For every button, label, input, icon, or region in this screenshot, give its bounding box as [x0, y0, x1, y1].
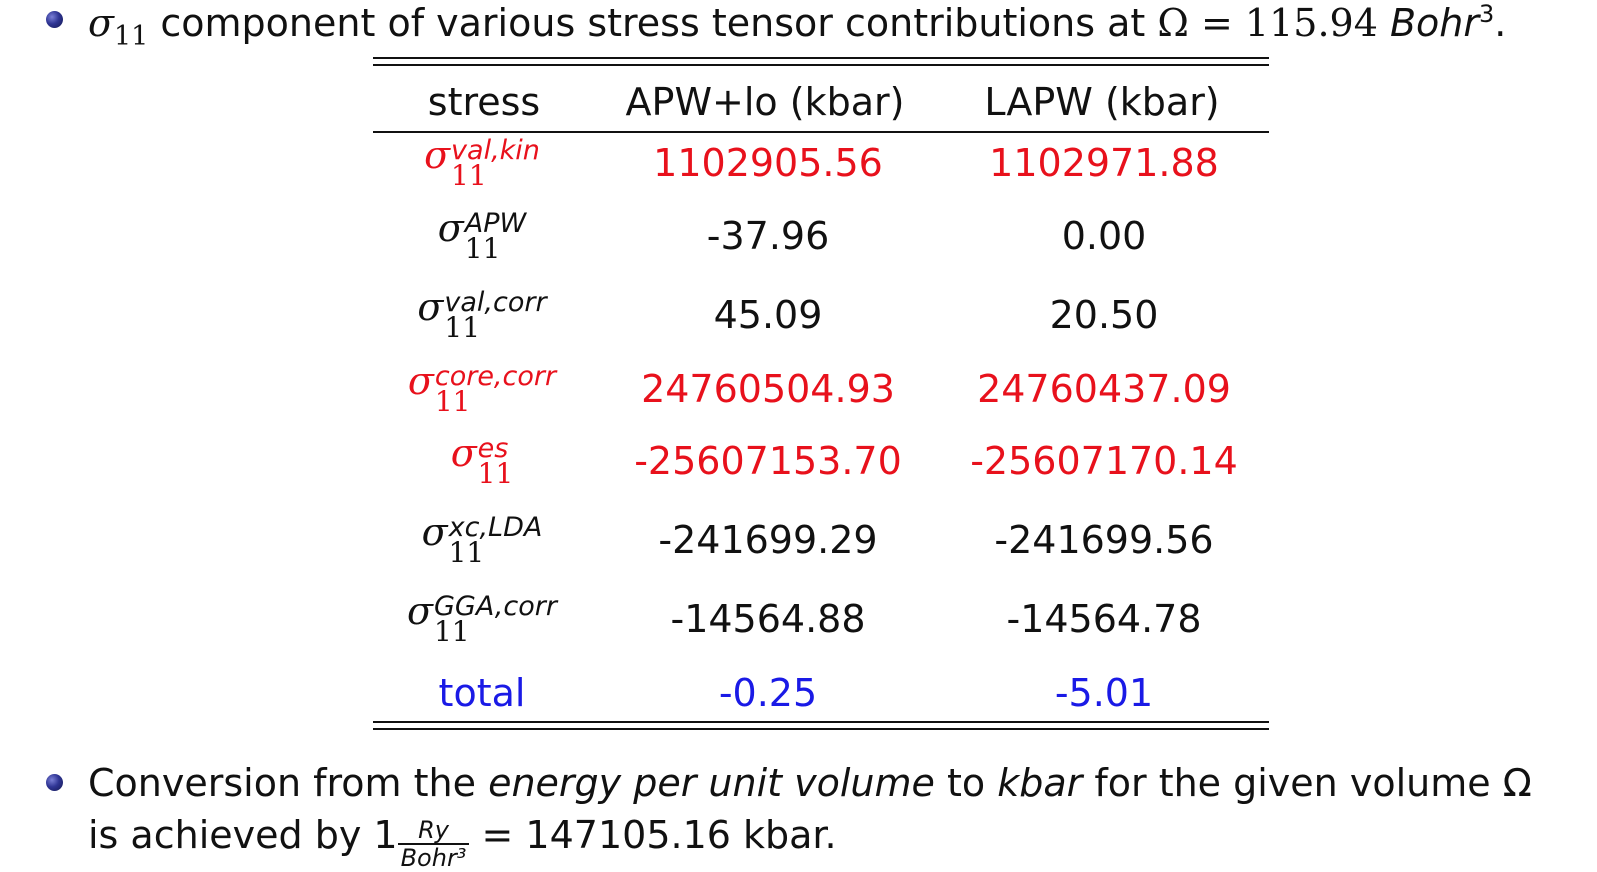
value-lapw: 1102971.88 [989, 141, 1219, 185]
sigma-indices: core,corr 11 [435, 363, 556, 416]
sigma-symbol: σ [417, 285, 444, 329]
sigma-symbol: σ [88, 1, 114, 45]
stress-symbol: σ xc,LDA 11 [422, 510, 543, 567]
intro-text: component of various stress tensor contr… [148, 1, 1158, 45]
sigma-symbol: σ [424, 133, 451, 177]
conversion-text-3: to [934, 761, 998, 805]
table-header-row: stress APW+lo (kbar) LAPW (kbar) [373, 70, 1269, 134]
conversion-text-5: for the given volume Ω [1082, 761, 1532, 805]
value-apw: 24760504.93 [641, 367, 895, 411]
table-bottom-rule-1 [373, 721, 1269, 723]
sigma-indices: xc,LDA 11 [449, 514, 543, 567]
header-apw-lo: APW+lo (kbar) [625, 80, 905, 124]
stress-subscript: 11 [464, 232, 501, 265]
stress-symbol: σ GGA,corr 11 [407, 589, 557, 646]
sigma-symbol: σ [450, 431, 477, 475]
value-lapw: 20.50 [1049, 293, 1159, 337]
sigma-indices: val,kin 11 [451, 137, 540, 190]
value-lapw: -14564.78 [1006, 597, 1202, 641]
volume-unit-exponent: 3 [1479, 0, 1495, 28]
total-lapw: -5.01 [1054, 671, 1154, 715]
value-apw: -14564.88 [670, 597, 866, 641]
stress-superscript: val,kin [451, 135, 540, 166]
omega-value: Ω = 115.94 [1157, 1, 1390, 45]
conversion-line-1: Conversion from the energy per unit volu… [88, 764, 1532, 802]
conversion-text-1: Conversion from the [88, 761, 489, 805]
value-apw: -25607153.70 [634, 439, 902, 483]
sigma-symbol: σ [407, 589, 433, 633]
sigma-symbol: σ [421, 510, 448, 554]
stress-subscript: 11 [433, 615, 470, 648]
stress-superscript: xc,LDA [448, 512, 543, 543]
stress-subscript: 11 [451, 159, 487, 192]
conversion-kbar: kbar [997, 761, 1083, 805]
sigma-symbol: σ [437, 206, 464, 250]
bullet-2-marker [46, 774, 63, 791]
intro-line: σ11 component of various stress tensor c… [88, 2, 1506, 50]
sigma-indices: val,corr 11 [444, 289, 546, 342]
value-lapw: 24760437.09 [977, 367, 1231, 411]
bullet-1-marker [46, 11, 63, 28]
stress-subscript: 11 [444, 311, 481, 344]
stress-superscript: es [477, 433, 509, 464]
sigma-indices: APW 11 [465, 210, 526, 263]
stress-symbol: σ es 11 [451, 431, 514, 488]
table-top-rule-2 [373, 64, 1269, 66]
stress-symbol: σ core,corr 11 [408, 359, 556, 416]
conversion-result: = 147105.16 kbar. [469, 813, 837, 857]
stress-symbol: σ APW 11 [438, 206, 526, 263]
value-lapw: -241699.56 [994, 518, 1214, 562]
fraction-numerator: Ry [397, 816, 470, 845]
stress-symbol: σ val,corr 11 [417, 285, 546, 342]
ry-per-bohr3-fraction: Ry Bohr³ [397, 816, 470, 872]
sigma-subscript: 11 [113, 21, 149, 52]
stress-symbol: σ val,kin 11 [424, 133, 540, 190]
sigma-indices: es 11 [478, 435, 514, 488]
total-apw: -0.25 [718, 671, 818, 715]
table-bottom-rule-2 [373, 728, 1269, 730]
value-apw: 1102905.56 [653, 141, 883, 185]
table-top-rule-1 [373, 57, 1269, 59]
stress-subscript: 11 [448, 536, 485, 569]
intro-period: . [1494, 1, 1507, 45]
stress-superscript: core,corr [434, 361, 557, 392]
stress-table: stress APW+lo (kbar) LAPW (kbar) [373, 70, 1269, 134]
stress-superscript: val,corr [444, 287, 547, 318]
fraction-denominator: Bohr³ [400, 844, 467, 872]
total-label: total [438, 671, 526, 715]
conversion-line-2: is achieved by 1 Ry Bohr³ = 147105.16 kbar… [88, 816, 837, 871]
sigma-indices: GGA,corr 11 [434, 593, 557, 646]
value-lapw: -25607170.14 [970, 439, 1238, 483]
volume-unit: Bohr [1389, 1, 1479, 45]
value-apw: -241699.29 [658, 518, 878, 562]
header-stress: stress [427, 80, 541, 124]
header-lapw: LAPW (kbar) [984, 80, 1220, 124]
value-lapw: 0.00 [1061, 214, 1147, 258]
stress-superscript: GGA,corr [433, 591, 557, 622]
sigma-symbol: σ [407, 359, 434, 403]
stress-subscript: 11 [477, 457, 514, 490]
value-apw: -37.96 [706, 214, 830, 258]
conversion-text-6: is achieved by 1 [88, 813, 398, 857]
conversion-energy: energy per unit volume [488, 761, 935, 805]
table-header-rule [373, 131, 1269, 133]
value-apw: 45.09 [713, 293, 823, 337]
stress-superscript: APW [464, 208, 527, 239]
stress-subscript: 11 [434, 385, 471, 418]
